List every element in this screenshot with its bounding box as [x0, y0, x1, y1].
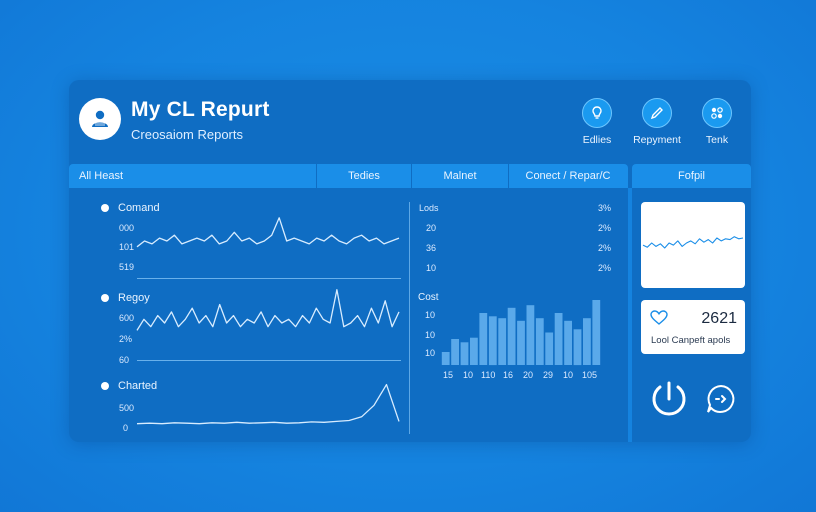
column-divider — [409, 202, 410, 434]
tick-label: 15 — [443, 370, 454, 380]
row-label-regoy: Regoy — [118, 292, 150, 304]
tick-label: 000 — [119, 223, 135, 233]
row-label-comand: Comand — [118, 202, 160, 214]
tick-label: 500 — [119, 403, 135, 413]
tick-label: 20 — [426, 223, 437, 233]
bar — [517, 320, 525, 365]
bar — [583, 318, 591, 365]
pencil-icon — [650, 107, 663, 120]
report-header: My CL Repurt Creosaiom Reports Edlies Re… — [69, 80, 751, 164]
bar — [460, 342, 469, 366]
tick-label: 105 — [582, 370, 598, 380]
sparkline-series-line — [642, 236, 744, 249]
left-line-charts — [136, 217, 400, 425]
tick-label: 10 — [563, 370, 574, 380]
lightbulb-icon — [592, 106, 602, 119]
bar — [479, 313, 488, 365]
tick-label: 10 — [426, 263, 437, 273]
bar — [592, 300, 601, 365]
bar — [498, 318, 507, 365]
tick-label: 10 — [463, 370, 474, 380]
tick-label: 3% — [598, 203, 612, 213]
power-icon — [652, 381, 686, 416]
user-icon — [92, 110, 108, 127]
avatar[interactable] — [79, 98, 121, 140]
tab-all-heast[interactable]: All Heast — [79, 170, 124, 182]
tick-label: 60 — [119, 355, 130, 365]
tick-label: 10 — [425, 310, 436, 320]
charted-series-line — [136, 383, 400, 425]
tenk-button[interactable]: Tenk — [685, 98, 749, 146]
page-subtitle: Creosaiom Reports — [131, 127, 243, 142]
row-separator — [137, 360, 401, 361]
sparkline-card — [641, 202, 745, 288]
row-bullet — [101, 382, 109, 390]
repyment-button[interactable]: Repyment — [625, 98, 689, 146]
edlies-button[interactable]: Edlies — [565, 98, 629, 146]
edlies-label: Edlies — [582, 134, 612, 146]
tick-label: 36 — [426, 243, 437, 253]
x-tick-row: 15 10 110 16 20 29 10 105 — [441, 370, 601, 382]
stat-card: 2621 Lool Canpeft apols — [641, 300, 745, 354]
tick-label: 0 — [123, 423, 129, 433]
tab-fofpil[interactable]: Fofpil — [632, 164, 751, 188]
tick-label: 2% — [598, 263, 612, 273]
tenk-label: Tenk — [705, 134, 729, 146]
bar — [545, 332, 554, 365]
tab-conect-repar[interactable]: Conect / Repar/C — [508, 164, 627, 188]
bar-chart — [441, 300, 601, 366]
row-label-charted: Charted — [118, 380, 158, 392]
chat-button[interactable] — [705, 383, 737, 420]
tick-label: 2% — [119, 334, 133, 344]
stat-label: Lool Canpeft apols — [651, 335, 731, 346]
bar — [441, 352, 450, 365]
tab-tedies[interactable]: Tedies — [316, 164, 411, 188]
grid-icon — [711, 107, 723, 119]
sparkline-chart — [642, 236, 744, 249]
bar-chart-label: Cost — [418, 292, 439, 303]
tick-label: 2% — [598, 223, 612, 233]
repyment-label: Repyment — [633, 134, 681, 146]
bar — [554, 313, 563, 365]
panel-divider — [628, 188, 632, 442]
heart-icon — [650, 310, 668, 325]
row-bullet — [101, 204, 109, 212]
tick-label: 110 — [481, 370, 496, 380]
chat-icon — [707, 384, 735, 413]
tab-bar: All Heast Tedies Malnet Conect / Repar/C — [69, 164, 628, 188]
tick-label: 101 — [119, 242, 135, 252]
bar — [507, 307, 516, 365]
bar — [573, 329, 582, 366]
bar — [488, 316, 497, 366]
report-card: My CL Repurt Creosaiom Reports Edlies Re… — [69, 80, 751, 442]
bar — [526, 305, 535, 365]
tick-label: 10 — [425, 348, 436, 358]
tick-label: 16 — [503, 370, 514, 380]
bar — [535, 318, 544, 365]
tick-label: 10 — [425, 330, 436, 340]
tick-label: Lods — [419, 203, 439, 213]
stat-value: 2621 — [701, 310, 737, 327]
tick-label: 2% — [598, 243, 612, 253]
bar — [470, 337, 478, 365]
tick-label: 29 — [543, 370, 554, 380]
tick-label: 519 — [119, 262, 135, 272]
tab-malnet[interactable]: Malnet — [411, 164, 508, 188]
row-separator — [137, 278, 401, 279]
comand-series-line — [136, 217, 400, 248]
tick-label: 20 — [523, 370, 534, 380]
bar — [451, 339, 459, 365]
regoy-series-line — [136, 289, 400, 331]
row-bullet — [101, 294, 109, 302]
tick-label: 600 — [119, 313, 135, 323]
power-button[interactable] — [648, 378, 690, 425]
page-title: My CL Repurt — [131, 98, 270, 121]
bar — [564, 320, 572, 365]
